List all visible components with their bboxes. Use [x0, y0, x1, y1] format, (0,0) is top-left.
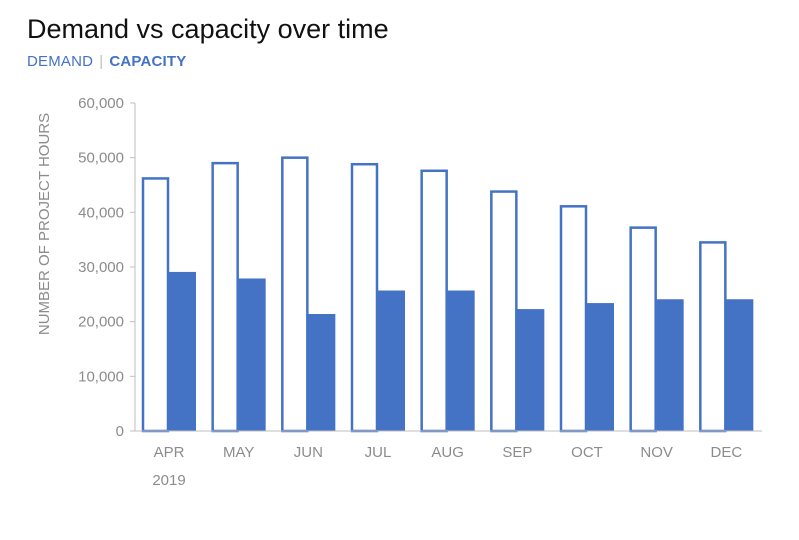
x-tick-label: NOV	[640, 444, 673, 461]
bar-demand-apr	[141, 177, 170, 433]
x-tick-label: MAY	[223, 444, 254, 461]
bar-demand-jun	[281, 156, 309, 433]
y-axis-label: NUMBER OF PROJECT HOURS	[36, 113, 53, 335]
bar-capacity-nov	[656, 299, 684, 431]
y-tick-label: 10,000	[78, 368, 124, 385]
bar-capacity-jun	[308, 314, 336, 431]
legend-capacity: CAPACITY	[109, 53, 187, 70]
bar-demand-nov	[629, 226, 657, 433]
x-tick-label: SEP	[502, 444, 532, 461]
bar-demand-jul	[350, 162, 379, 433]
legend: DEMAND | CAPACITY	[27, 53, 186, 70]
y-tick-label: 0	[116, 423, 124, 440]
chart-title: Demand vs capacity over time	[27, 14, 389, 44]
bar-demand-aug	[420, 169, 448, 433]
bar-capacity-may	[238, 278, 266, 431]
y-tick-label: 60,000	[78, 95, 124, 112]
y-tick-label: 40,000	[78, 204, 124, 221]
y-tick-label: 20,000	[78, 314, 124, 331]
y-tick-label: 30,000	[78, 259, 124, 276]
bar-demand-dec	[699, 241, 727, 433]
x-year-label: 2019	[152, 472, 185, 489]
x-tick-label: JUN	[294, 444, 323, 461]
bar-capacity-apr	[169, 271, 196, 431]
bar-demand-may	[211, 161, 239, 433]
x-axis: APR 2019 MAY JUN JUL AUG SEP OCT NOV DEC	[135, 430, 762, 489]
legend-demand: DEMAND	[27, 53, 94, 70]
y-tick-label: 50,000	[78, 150, 124, 167]
bar-capacity-sep	[517, 309, 545, 431]
bar-capacity-dec	[726, 299, 754, 431]
x-tick-label: DEC	[710, 444, 742, 461]
bar-capacity-jul	[378, 290, 405, 431]
x-tick-label: JUL	[365, 444, 392, 461]
x-tick-label: APR	[154, 444, 185, 461]
bar-capacity-aug	[447, 290, 475, 431]
bars	[141, 156, 754, 433]
bar-demand-oct	[559, 205, 588, 433]
legend-separator: |	[99, 53, 104, 70]
x-tick-label: OCT	[571, 444, 603, 461]
bar-capacity-oct	[587, 303, 614, 431]
bar-demand-sep	[490, 190, 518, 433]
y-axis: 0 10,000 20,000 30,000 40,000 50,000 60,000	[78, 95, 136, 440]
x-tick-label: AUG	[431, 444, 464, 461]
